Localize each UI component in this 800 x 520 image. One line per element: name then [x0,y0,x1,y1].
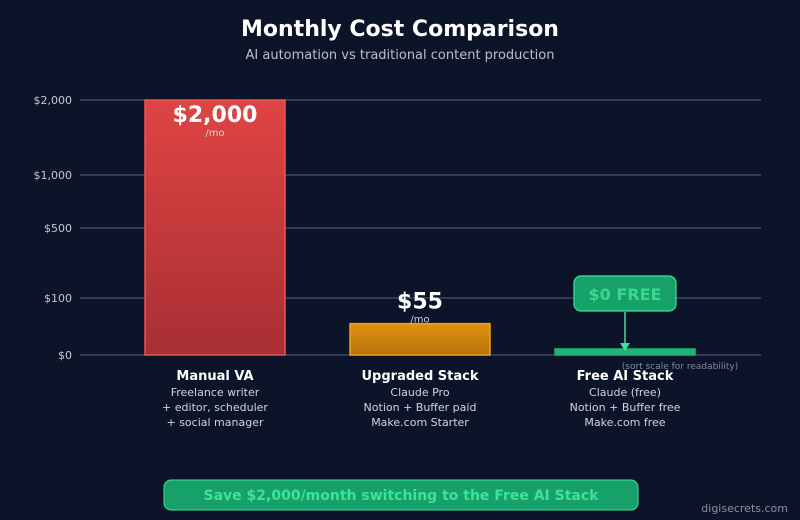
scale-note: (sort scale for readability) [622,362,738,372]
free-callout-box [573,275,677,312]
bars-layer [144,99,696,356]
category-description: Make.com Starter [371,416,469,429]
callout-arrow-head [620,343,630,351]
category-description: Claude Pro [390,386,449,399]
bar-value-label: $55 [397,290,443,315]
savings-banner: Save $2,000/month switching to the Free … [163,479,639,511]
site-credit: digisecrets.com [701,502,788,515]
category-description: + social manager [166,416,263,429]
bar-value-label: $2,000 [173,103,258,128]
category-description: + editor, scheduler [162,401,268,414]
labels-layer: $2,000/mo Manual VA Freelance writer + edit… [162,103,681,429]
bar-unit-label: /mo [205,128,224,139]
category-description: Notion + Buffer free [570,401,681,414]
grid-layer: $2,000 $1,000 $500 $100 $0 [34,94,761,362]
free-callout: $0 FREE [573,275,677,351]
bar-manual-va [144,99,286,356]
savings-banner-box [163,479,639,511]
category-description: Notion + Buffer paid [364,401,477,414]
category-description: Make.com free [584,416,665,429]
category-description: Claude (free) [589,386,661,399]
category-label: Free AI Stack [577,369,674,384]
chart-title: Monthly Cost Comparison [241,17,559,42]
category-label: Upgraded Stack [361,369,478,384]
savings-banner-text: Save $2,000/month switching to the Free … [204,488,600,504]
y-tick-label: $2,000 [34,94,73,107]
category-label: Manual VA [176,369,253,384]
bar-upgraded-stack [349,322,491,356]
y-tick-label: $500 [44,222,72,235]
y-tick-label: $1,000 [34,169,73,182]
y-tick-label: $0 [58,349,72,362]
bar-unit-label: /mo [410,315,429,326]
category-description: Freelance writer [171,386,260,399]
y-tick-label: $100 [44,292,72,305]
free-callout-label: $0 FREE [589,285,662,304]
chart-subtitle: AI automation vs traditional content pro… [246,48,555,63]
